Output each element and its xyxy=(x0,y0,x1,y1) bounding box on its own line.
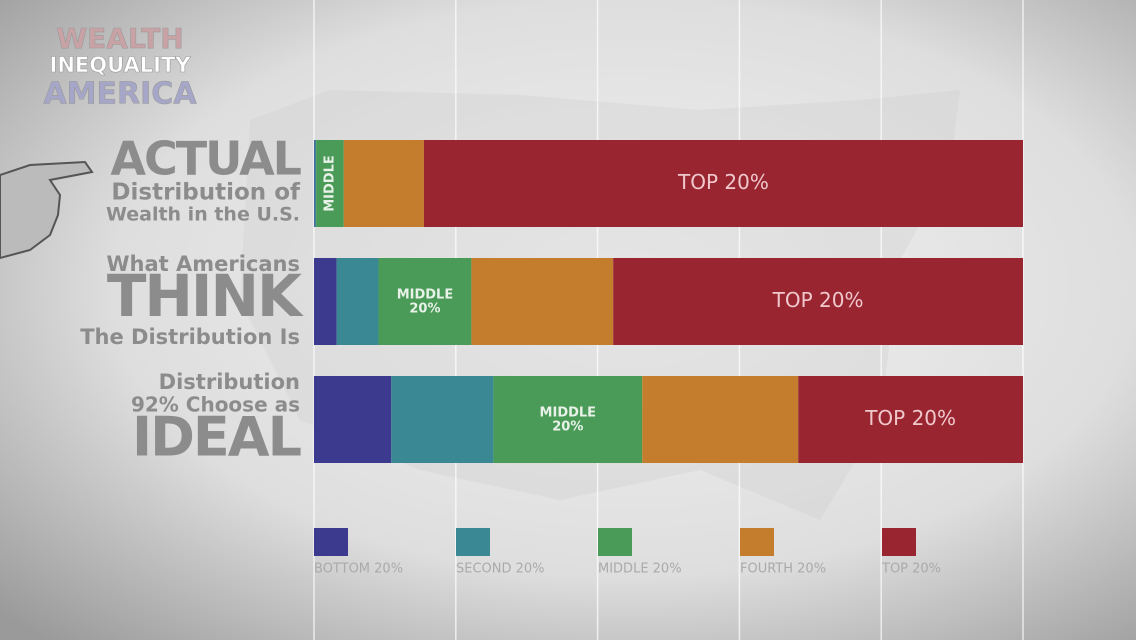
legend-label: MIDDLE 20% xyxy=(598,562,682,577)
category-label: ACTUAL xyxy=(110,132,301,186)
legend-swatch xyxy=(598,528,632,556)
category-label: 92% Choose as xyxy=(131,393,300,417)
legend-swatch xyxy=(740,528,774,556)
segment-label: MIDDLE 20% xyxy=(397,287,454,316)
category-label: THINK xyxy=(107,262,304,330)
chart-title: AMERICA xyxy=(43,77,197,112)
bar-segment xyxy=(314,376,392,463)
segment-label: MIDDLE 20% xyxy=(540,405,597,434)
segment-label: MIDDLE xyxy=(322,155,337,212)
bar-segment xyxy=(316,140,344,227)
legend-label: FOURTH 20% xyxy=(740,562,826,577)
bar-segment xyxy=(314,258,337,345)
legend-swatch xyxy=(882,528,916,556)
legend-label: SECOND 20% xyxy=(456,562,545,577)
chart-title: WEALTH xyxy=(56,22,183,55)
pointing-hand xyxy=(0,160,94,260)
segment-label: TOP 20% xyxy=(677,170,769,194)
bar-segment xyxy=(378,258,472,345)
chart-title: INEQUALITY xyxy=(50,53,192,77)
bar-segment xyxy=(336,258,379,345)
segment-label: TOP 20% xyxy=(772,288,864,312)
category-label: What Americans xyxy=(106,252,300,276)
bar-segment xyxy=(642,376,799,463)
category-label: Distribution xyxy=(159,370,300,394)
bar-segment xyxy=(798,376,1023,463)
bar-segment xyxy=(314,140,317,227)
bar-segment xyxy=(423,140,1023,227)
category-label: The Distribution Is xyxy=(80,325,300,349)
legend-label: BOTTOM 20% xyxy=(314,562,403,577)
legend-swatch xyxy=(314,528,348,556)
legend-swatch xyxy=(456,528,490,556)
bar-segment xyxy=(314,140,315,227)
legend-label: TOP 20% xyxy=(881,562,941,577)
bar-segment xyxy=(493,376,643,463)
category-label: Wealth in the U.S. xyxy=(106,204,300,226)
bar-segment xyxy=(343,140,424,227)
bar-segment xyxy=(391,376,494,463)
category-label: Distribution of xyxy=(111,180,301,206)
bar-segment xyxy=(471,258,614,345)
category-label: IDEAL xyxy=(132,406,301,469)
bar-segment xyxy=(613,258,1023,345)
segment-label: TOP 20% xyxy=(864,406,956,430)
